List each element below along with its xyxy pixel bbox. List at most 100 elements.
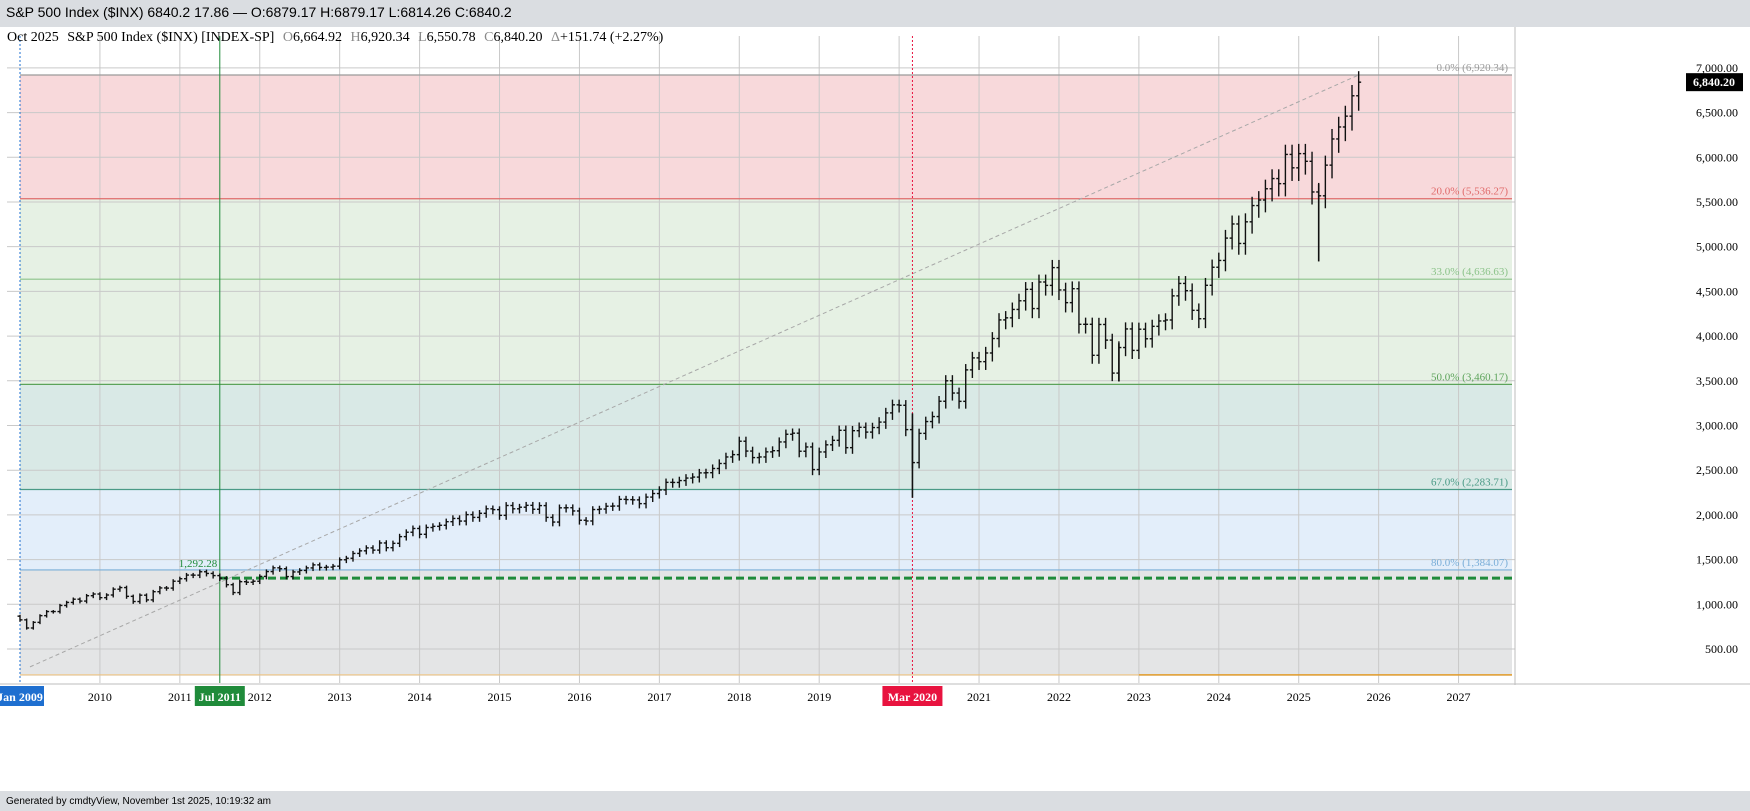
overlay-lines: 1,292.28 [19, 36, 1512, 683]
ohlc-bar [530, 501, 536, 514]
header-high-value: 6,920.34 [361, 30, 410, 45]
ohlc-bar [57, 603, 63, 614]
y-tick-label: 7,000.00 [1696, 61, 1738, 75]
ohlc-bar [570, 504, 576, 516]
x-tick-label: 2012 [248, 690, 272, 704]
ohlc-bar [237, 579, 243, 596]
ohlc-bar [1109, 333, 1115, 382]
ohlc-bar [543, 502, 549, 522]
ohlc-bar [137, 593, 143, 604]
ohlc-bar [550, 514, 556, 527]
ohlc-bar [343, 555, 349, 564]
ohlc-bar [563, 504, 569, 513]
ohlc-bar [1103, 317, 1109, 349]
ohlc-bar [670, 478, 676, 488]
ohlc-bar [1183, 276, 1188, 301]
x-tick-label: 2027 [1447, 690, 1471, 704]
date-marker-label: Jul 2011 [199, 690, 241, 704]
ohlc-bar [663, 478, 669, 496]
ohlc-bar [1129, 322, 1135, 359]
ohlc-bar [850, 425, 855, 454]
ohlc-bar [1123, 322, 1129, 357]
ohlc-bar [363, 545, 369, 555]
ohlc-bar [1336, 116, 1342, 153]
ohlc-bar [889, 399, 895, 420]
ohlc-bar [150, 589, 156, 603]
ohlc-bar [1309, 151, 1315, 205]
ohlc-bar [350, 550, 356, 562]
trend-line [29, 74, 1359, 668]
ohlc-bar [596, 505, 602, 515]
ohlc-bar [457, 515, 463, 526]
x-tick-label: 2022 [1047, 690, 1071, 704]
ohlc-bar [177, 576, 183, 585]
ohlc-bar [803, 442, 809, 458]
ohlc-bar [810, 442, 816, 476]
header-open-value: 6,664.92 [293, 30, 342, 45]
ohlc-bar [989, 332, 995, 362]
ohlc-bar [430, 523, 436, 532]
ohlc-bar [104, 593, 110, 601]
zone-0-20 [20, 75, 1512, 199]
ohlc-bar [77, 597, 83, 604]
ohlc-bar [929, 411, 935, 429]
y-tick-label: 3,000.00 [1696, 418, 1738, 432]
ohlc-bar [397, 533, 403, 548]
ohlc-bar [656, 486, 662, 499]
ohlc-bar [1349, 85, 1355, 131]
ohlc-bar [1036, 274, 1042, 319]
ohlc-bar [230, 582, 236, 596]
ohlc-bar [217, 573, 223, 582]
ohlc-bar [650, 489, 656, 503]
ohlc-bar [690, 473, 696, 484]
ohlc-bar [1043, 274, 1049, 296]
ohlc-bar [1149, 319, 1155, 348]
y-tick-label: 6,500.00 [1696, 106, 1738, 120]
y-tick-label: 5,000.00 [1696, 240, 1738, 254]
ohlc-bar [1296, 143, 1302, 181]
price-chart[interactable]: 0.0% (6,920.34) 20.0% (5,536.27) 33.0% (4,… [0, 27, 1750, 791]
ohlc-bar [470, 511, 476, 522]
y-tick-label: 1,000.00 [1696, 597, 1738, 611]
x-tick-label: 2017 [647, 690, 671, 704]
ohlc-bar [263, 569, 269, 580]
y-tick-label: 5,500.00 [1696, 195, 1738, 209]
fib-label: 50.0% (3,460.17) [1431, 371, 1508, 383]
ohlc-bar [843, 425, 849, 454]
x-tick-label: 2021 [967, 690, 991, 704]
zone-67-80 [20, 489, 1512, 570]
date-marker[interactable]: Mar 2020 [882, 686, 943, 706]
ohlc-bar [1063, 282, 1069, 313]
ohlc-bar [1069, 281, 1075, 313]
header-instrument: S&P 500 Index ($INX) [INDEX-SP] [67, 30, 274, 45]
ohlc-bar [450, 515, 456, 526]
ohlc-bar [497, 506, 503, 520]
y-axis-area[interactable] [1515, 27, 1750, 685]
last-price-value: 6,840.20 [1693, 75, 1735, 89]
ohlc-bar [243, 579, 249, 586]
ohlc-bar [1329, 128, 1335, 179]
ohlc-bar [636, 496, 642, 509]
ohlc-bar [796, 428, 802, 458]
date-marker[interactable]: Jul 2011 [194, 686, 245, 706]
ohlc-bar [423, 524, 429, 539]
ohlc-bar [1096, 317, 1102, 364]
ohlc-bar [37, 614, 43, 625]
date-marker[interactable]: Jan 2009 [0, 686, 44, 706]
ohlc-bar [310, 562, 316, 572]
ohlc-bar [1202, 277, 1208, 329]
fib-label: 20.0% (5,536.27) [1431, 186, 1508, 198]
ohlc-bar [443, 518, 449, 530]
ohlc-bar [64, 600, 70, 608]
ohlc-bar [417, 525, 423, 539]
ohlc-header: Oct 2025 S&P 500 Index ($INX) [INDEX-SP]… [7, 30, 664, 45]
chart-area[interactable]: 0.0% (6,920.34) 20.0% (5,536.27) 33.0% (4,… [0, 27, 1750, 791]
x-tick-label: 2019 [807, 690, 831, 704]
ohlc-bar [783, 429, 789, 449]
ohlc-bar [1189, 283, 1195, 320]
ohlc-bar [1222, 229, 1228, 272]
ohlc-bar [1169, 288, 1175, 330]
ohlc-bar [17, 614, 23, 622]
ohlc-bar [223, 576, 229, 588]
y-tick-label: 6,000.00 [1696, 150, 1738, 164]
